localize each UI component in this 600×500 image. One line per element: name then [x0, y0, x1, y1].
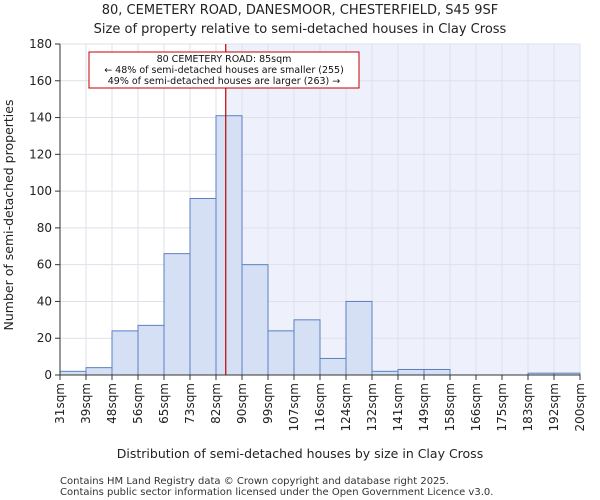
chart-title: 80, CEMETERY ROAD, DANESMOOR, CHESTERFIE… [102, 3, 498, 18]
x-tick-label: 48sqm [105, 383, 119, 424]
x-tick-label: 141sqm [391, 383, 405, 431]
y-tick-label: 20 [37, 331, 52, 345]
x-tick-label: 65sqm [157, 383, 171, 424]
x-tick-label: 39sqm [79, 383, 93, 424]
bar-73sqm [189, 197, 217, 376]
y-tick-label: 100 [29, 184, 52, 198]
bar-56sqm [137, 324, 165, 376]
bar-141sqm [397, 368, 425, 376]
annotation-line-2: ← 48% of semi-detached houses are smalle… [104, 65, 344, 76]
annotation-line-3: 49% of semi-detached houses are larger (… [108, 76, 341, 87]
y-tick-label: 0 [44, 368, 52, 382]
bar-48sqm [111, 330, 139, 376]
highlight-region [225, 44, 580, 375]
bar-107sqm [293, 319, 321, 376]
y-tick-label: 160 [29, 74, 52, 88]
x-tick-label: 82sqm [209, 383, 223, 424]
y-tick-label: 180 [29, 37, 52, 51]
bar-149sqm [423, 368, 451, 376]
bar-99sqm [267, 330, 295, 376]
y-tick-label: 120 [29, 147, 52, 161]
footer-line-2: Contains public sector information licen… [60, 487, 493, 498]
bar-132sqm [371, 370, 399, 376]
bar-116sqm [319, 357, 347, 376]
x-tick-label: 116sqm [313, 383, 327, 431]
x-tick-label: 124sqm [339, 383, 353, 431]
x-tick-label: 200sqm [573, 383, 587, 431]
x-tick-label: 175sqm [495, 383, 509, 431]
x-tick-label: 73sqm [183, 383, 197, 424]
x-tick-label: 149sqm [417, 383, 431, 431]
x-axis-label: Distribution of semi-detached houses by … [117, 446, 483, 461]
y-tick-label: 140 [29, 111, 52, 125]
x-tick-label: 132sqm [365, 383, 379, 431]
y-tick-label: 80 [37, 221, 52, 235]
footer-line-1: Contains HM Land Registry data © Crown c… [60, 476, 449, 487]
x-tick-label: 158sqm [443, 383, 457, 431]
bar-82sqm [215, 115, 243, 376]
x-tick-label: 90sqm [235, 383, 249, 424]
chart-subtitle: Size of property relative to semi-detach… [94, 22, 507, 37]
x-tick-label: 192sqm [547, 383, 561, 431]
bar-65sqm [163, 253, 191, 376]
y-axis-label: Number of semi-detached properties [1, 100, 16, 331]
x-tick-label: 107sqm [287, 383, 301, 431]
y-tick-label: 60 [37, 258, 52, 272]
bar-39sqm [85, 367, 113, 376]
y-tick-label: 40 [37, 294, 52, 308]
plot-area: 0 20 40 60 80 100 120 140 160 180 31sqm 39sqm 48sqm 5… [29, 37, 587, 431]
bar-90sqm [241, 264, 269, 376]
x-tick-label: 166sqm [469, 383, 483, 431]
x-tick-label: 99sqm [261, 383, 275, 424]
annotation-box [88, 51, 360, 89]
bar-124sqm [345, 300, 373, 376]
bar-31sqm [59, 370, 87, 376]
x-tick-label: 31sqm [53, 383, 67, 424]
x-tick-label: 56sqm [131, 383, 145, 424]
annotation-line-1: 80 CEMETERY ROAD: 85sqm [157, 54, 292, 65]
x-tick-label: 183sqm [521, 383, 535, 431]
